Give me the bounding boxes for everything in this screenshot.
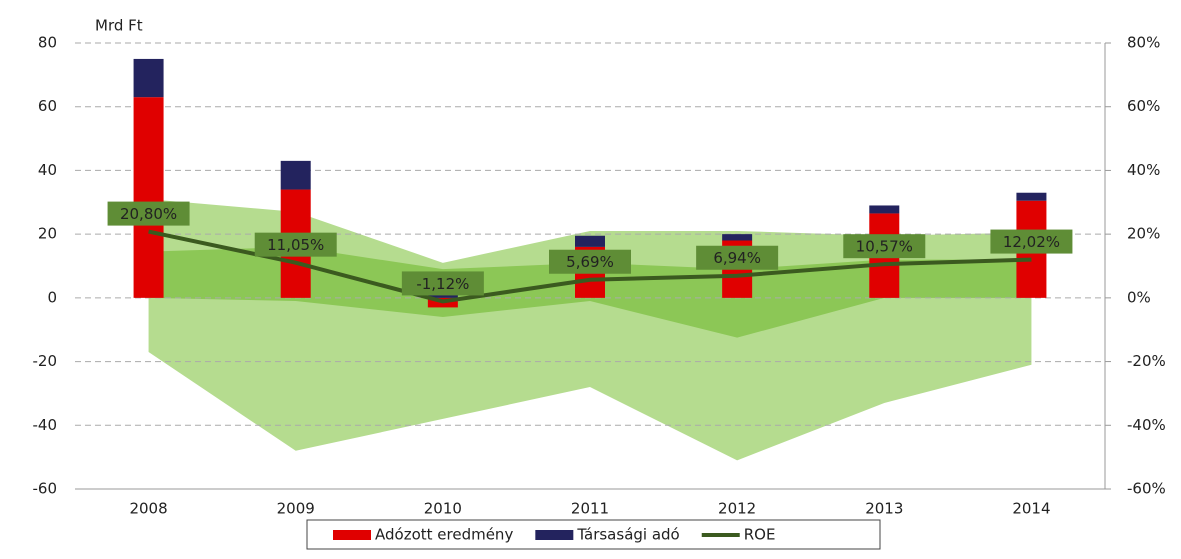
bar (133, 97, 164, 298)
y2-tick-label: 40% (1127, 161, 1160, 179)
legend-label: ROE (744, 526, 776, 544)
x-tick-label: 2011 (571, 500, 609, 518)
unit-label: Mrd Ft (95, 17, 143, 35)
data-label-box (990, 229, 1073, 254)
legend-label: Társasági adó (576, 526, 679, 544)
y2-tick-label: -20% (1127, 352, 1166, 370)
bar (1016, 192, 1047, 201)
y-tick-label: 60 (38, 97, 57, 115)
y-tick-label: -40 (33, 416, 58, 434)
y-tick-label: 20 (38, 225, 57, 243)
y2-tick-label: 80% (1127, 34, 1160, 52)
y-tick-label: -20 (33, 352, 58, 370)
x-tick-label: 2013 (865, 500, 903, 518)
data-label: 11,05% (267, 236, 324, 254)
data-label-box (696, 245, 779, 270)
bar (427, 293, 458, 298)
data-label: 20,80% (120, 205, 177, 223)
data-label-box (107, 201, 190, 226)
bar (722, 234, 753, 241)
roe-line (148, 229, 1032, 304)
x-tick-label: 2008 (129, 500, 167, 518)
x-tick-label: 2009 (277, 500, 315, 518)
bar (133, 58, 164, 98)
legend-swatch (535, 530, 574, 540)
y2-tick-label: -60% (1127, 480, 1166, 498)
y2-tick-label: 60% (1127, 97, 1160, 115)
data-label-box (843, 234, 926, 259)
y2-tick-label: 20% (1127, 225, 1160, 243)
legend-label: Adózott eredmény (375, 526, 513, 544)
bar (869, 205, 900, 214)
legend-swatch (333, 530, 371, 540)
x-tick-label: 2014 (1012, 500, 1050, 518)
data-label: 10,57% (856, 238, 913, 256)
y-tick-label: -60 (33, 480, 58, 498)
data-label: -1,12% (416, 275, 469, 293)
y2-tick-label: -40% (1127, 416, 1166, 434)
data-label-box (401, 271, 484, 296)
data-label: 12,02% (1003, 233, 1060, 251)
bar (280, 160, 311, 190)
y2-tick-label: 0% (1127, 288, 1151, 306)
data-label-box (254, 232, 337, 257)
data-label: 6,94% (713, 249, 761, 267)
x-tick-label: 2010 (424, 500, 462, 518)
x-tick-label: 2012 (718, 500, 756, 518)
y-tick-label: 80 (38, 34, 57, 52)
bar (575, 235, 605, 247)
y-tick-label: 40 (38, 161, 57, 179)
y-tick-label: 0 (47, 288, 57, 306)
data-label: 5,69% (566, 253, 614, 271)
legend-box (306, 519, 881, 550)
data-label-box (549, 249, 631, 274)
